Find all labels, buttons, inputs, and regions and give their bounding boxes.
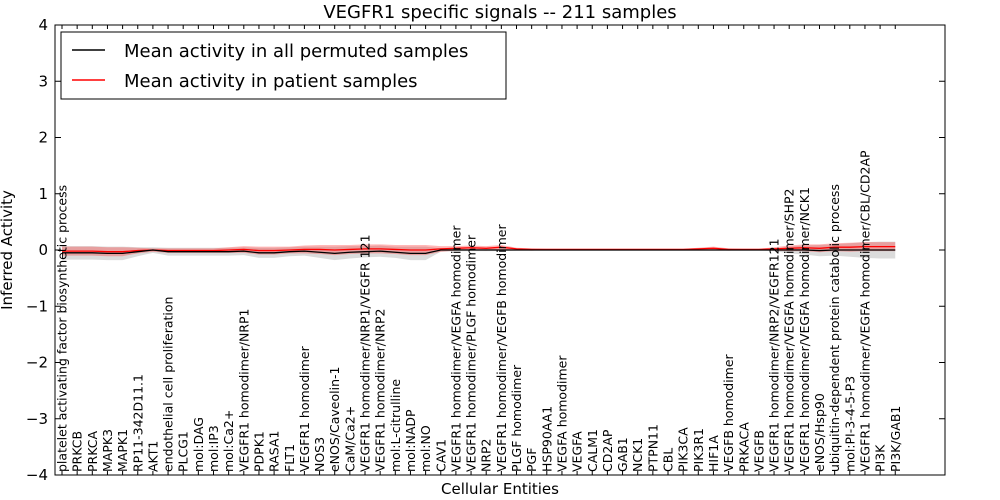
category-label: VEGFR1 homodimer/VEGFA homodimer/CBL/CD2… [857,150,872,472]
category-label: VEGFR1 homodimer/NRP1 [236,309,251,472]
y-tick-label: 3 [38,72,48,90]
category-label: VEGFR1 homodimer/VEGFB homodimer [494,224,509,472]
category-labels: platelet activating factor biosynthetic … [55,150,903,472]
category-label: FLT1 [282,444,297,472]
category-label: NCK1 [630,438,645,472]
legend: Mean activity in all permuted samples Me… [60,31,507,100]
category-label: eNOS/Hsp90 [812,393,827,472]
y-tick-label: −4 [26,466,48,484]
x-ticks [61,25,896,475]
legend-label-permuted: Mean activity in all permuted samples [124,41,468,62]
category-label: RASA1 [267,431,282,472]
category-label: VEGFR1 homodimer [297,345,312,472]
category-label: VEGFA [570,431,585,472]
y-tick-label: −1 [26,297,48,315]
y-ticks: 4 3 2 1 0 −1 −2 −3 −4 [26,16,945,484]
category-label: PLCG1 [176,431,191,472]
y-tick-label: −3 [26,410,48,428]
category-label: mol:DAG [191,417,206,472]
category-label: VEGFR1 homodimer/PLGF homodimer [464,234,479,472]
category-label: HIF1A [706,435,721,472]
category-label: CD2AP [600,429,615,472]
band-permuted [62,241,896,261]
category-label: PRKACA [736,422,751,472]
category-label: PDPK1 [251,431,266,472]
category-label: mol:IP3 [206,425,221,472]
category-label: PRKCB [70,431,85,472]
category-label: PRKCA [85,431,100,472]
plot-frame [54,24,946,476]
category-label: CBL [661,448,676,472]
category-label: VEGFB homodimer [721,353,736,472]
y-tick-label: −2 [26,354,48,372]
category-label: VEGFR1 homodimer/NRP2 [373,309,388,472]
category-label: ubiquitin-dependent protein catabolic pr… [827,184,842,472]
category-label: MAPK3 [100,429,115,472]
category-label: mol:Ca2+ [221,410,236,472]
category-label: eNOS/Caveolin-1 [327,367,342,472]
category-label: HSP90AA1 [539,406,554,472]
category-label: GAB1 [615,437,630,472]
category-label: PI3K/GAB1 [888,406,903,472]
category-label: PLGF homodimer [509,364,524,472]
category-label: CALM1 [585,429,600,472]
y-axis-label: Inferred Activity [0,190,16,310]
category-label: VEGFR1 homodimer/VEGFA homodimer/NCK1 [797,187,812,472]
category-label: PGF [524,448,539,472]
category-label: mol:PI-3-4-5-P3 [842,376,857,472]
category-label: MAPK1 [115,429,130,472]
category-label: VEGFR1 homodimer/VEGFA homodimer/SHP2 [782,188,797,472]
category-label: NOS3 [312,437,327,472]
category-label: mol:L-citrulline [388,379,403,472]
y-tick-label: 0 [38,241,48,259]
category-label: RP11-342D11.1 [130,374,145,472]
category-label: VEGFR1 homodimer/VEGFA homodimer [448,225,463,472]
category-label: PIK3CA [676,427,691,472]
category-label: VEGFA homodimer [554,355,569,472]
category-label: endothelial cell proliferation [161,297,176,472]
legend-box [60,31,507,100]
y-tick-label: 2 [38,129,48,147]
category-label: AKT1 [145,441,160,472]
y-tick-label: 4 [38,16,48,34]
legend-label-patient: Mean activity in patient samples [124,71,418,92]
x-axis-label: Cellular Entities [441,480,559,498]
category-label: mol:NO [418,425,433,472]
category-label: VEGFR1 homodimer/NRP1/VEGFR 121 [358,234,373,472]
chart-title: VEGFR1 specific signals -- 211 samples [323,2,676,23]
category-label: NRP2 [479,438,494,472]
category-label: PIK3R1 [691,428,706,472]
category-label: PI3K [873,444,888,472]
series-lines [62,245,896,255]
line-permuted [62,249,896,255]
category-label: CAV1 [433,439,448,472]
y-tick-label: 1 [38,185,48,203]
category-label: PTPN11 [645,424,660,472]
category-label: CaM/Ca2+ [342,406,357,472]
category-label: mol:NADP [403,409,418,472]
category-label: VEGFR1 homodimer/NRP2/VEGFR121 [767,238,782,472]
category-label: platelet activating factor biosynthetic … [55,185,70,472]
category-label: VEGFB [751,430,766,472]
